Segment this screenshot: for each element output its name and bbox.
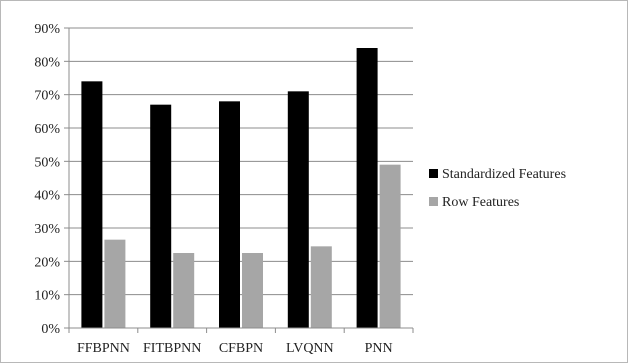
- bar-standardized-ffbpnn: [81, 81, 103, 328]
- x-axis-category-labels: FFBPNN FITBPNN CFBPN LVQNN PNN: [77, 341, 393, 356]
- x-category-label: FFBPNN: [77, 341, 130, 356]
- y-tick-label: 60%: [34, 122, 60, 137]
- legend: Standardized Features Row Features: [429, 167, 566, 210]
- y-tick-label: 70%: [34, 89, 60, 104]
- legend-swatch: [429, 197, 438, 206]
- bar-row-ffbpnn: [104, 239, 126, 328]
- y-tick-label: 80%: [34, 55, 60, 70]
- x-category-label: LVQNN: [286, 341, 334, 356]
- bar-row-lvqnn: [310, 246, 332, 328]
- bars: [81, 48, 401, 329]
- x-category-label: PNN: [365, 341, 393, 356]
- bar-row-fitbpnn: [173, 253, 195, 328]
- bar-row-pnn: [379, 164, 401, 328]
- bar-standardized-lvqnn: [287, 91, 309, 328]
- y-tick-label: 40%: [34, 189, 60, 204]
- y-axis-tick-labels: 0% 10% 20% 30% 40% 50% 60% 70% 80% 90%: [34, 22, 60, 337]
- bar-standardized-cfbpn: [219, 101, 240, 328]
- y-tick-label: 50%: [34, 155, 60, 170]
- axes: [64, 27, 414, 333]
- y-tick-label: 30%: [34, 222, 60, 237]
- y-tick-label: 0%: [41, 322, 60, 337]
- legend-label: Standardized Features: [442, 167, 566, 182]
- y-tick-label: 90%: [34, 22, 60, 37]
- bar-row-cfbpn: [242, 253, 263, 328]
- y-tick-label: 20%: [34, 255, 60, 270]
- y-tick-label: 10%: [34, 289, 60, 304]
- bar-standardized-pnn: [356, 48, 378, 328]
- legend-label: Row Features: [442, 195, 519, 210]
- legend-swatch: [429, 169, 438, 178]
- gridlines: [69, 27, 413, 296]
- bar-standardized-fitbpnn: [150, 104, 172, 329]
- x-category-label: FITBPNN: [143, 341, 201, 356]
- x-category-label: CFBPN: [219, 341, 263, 356]
